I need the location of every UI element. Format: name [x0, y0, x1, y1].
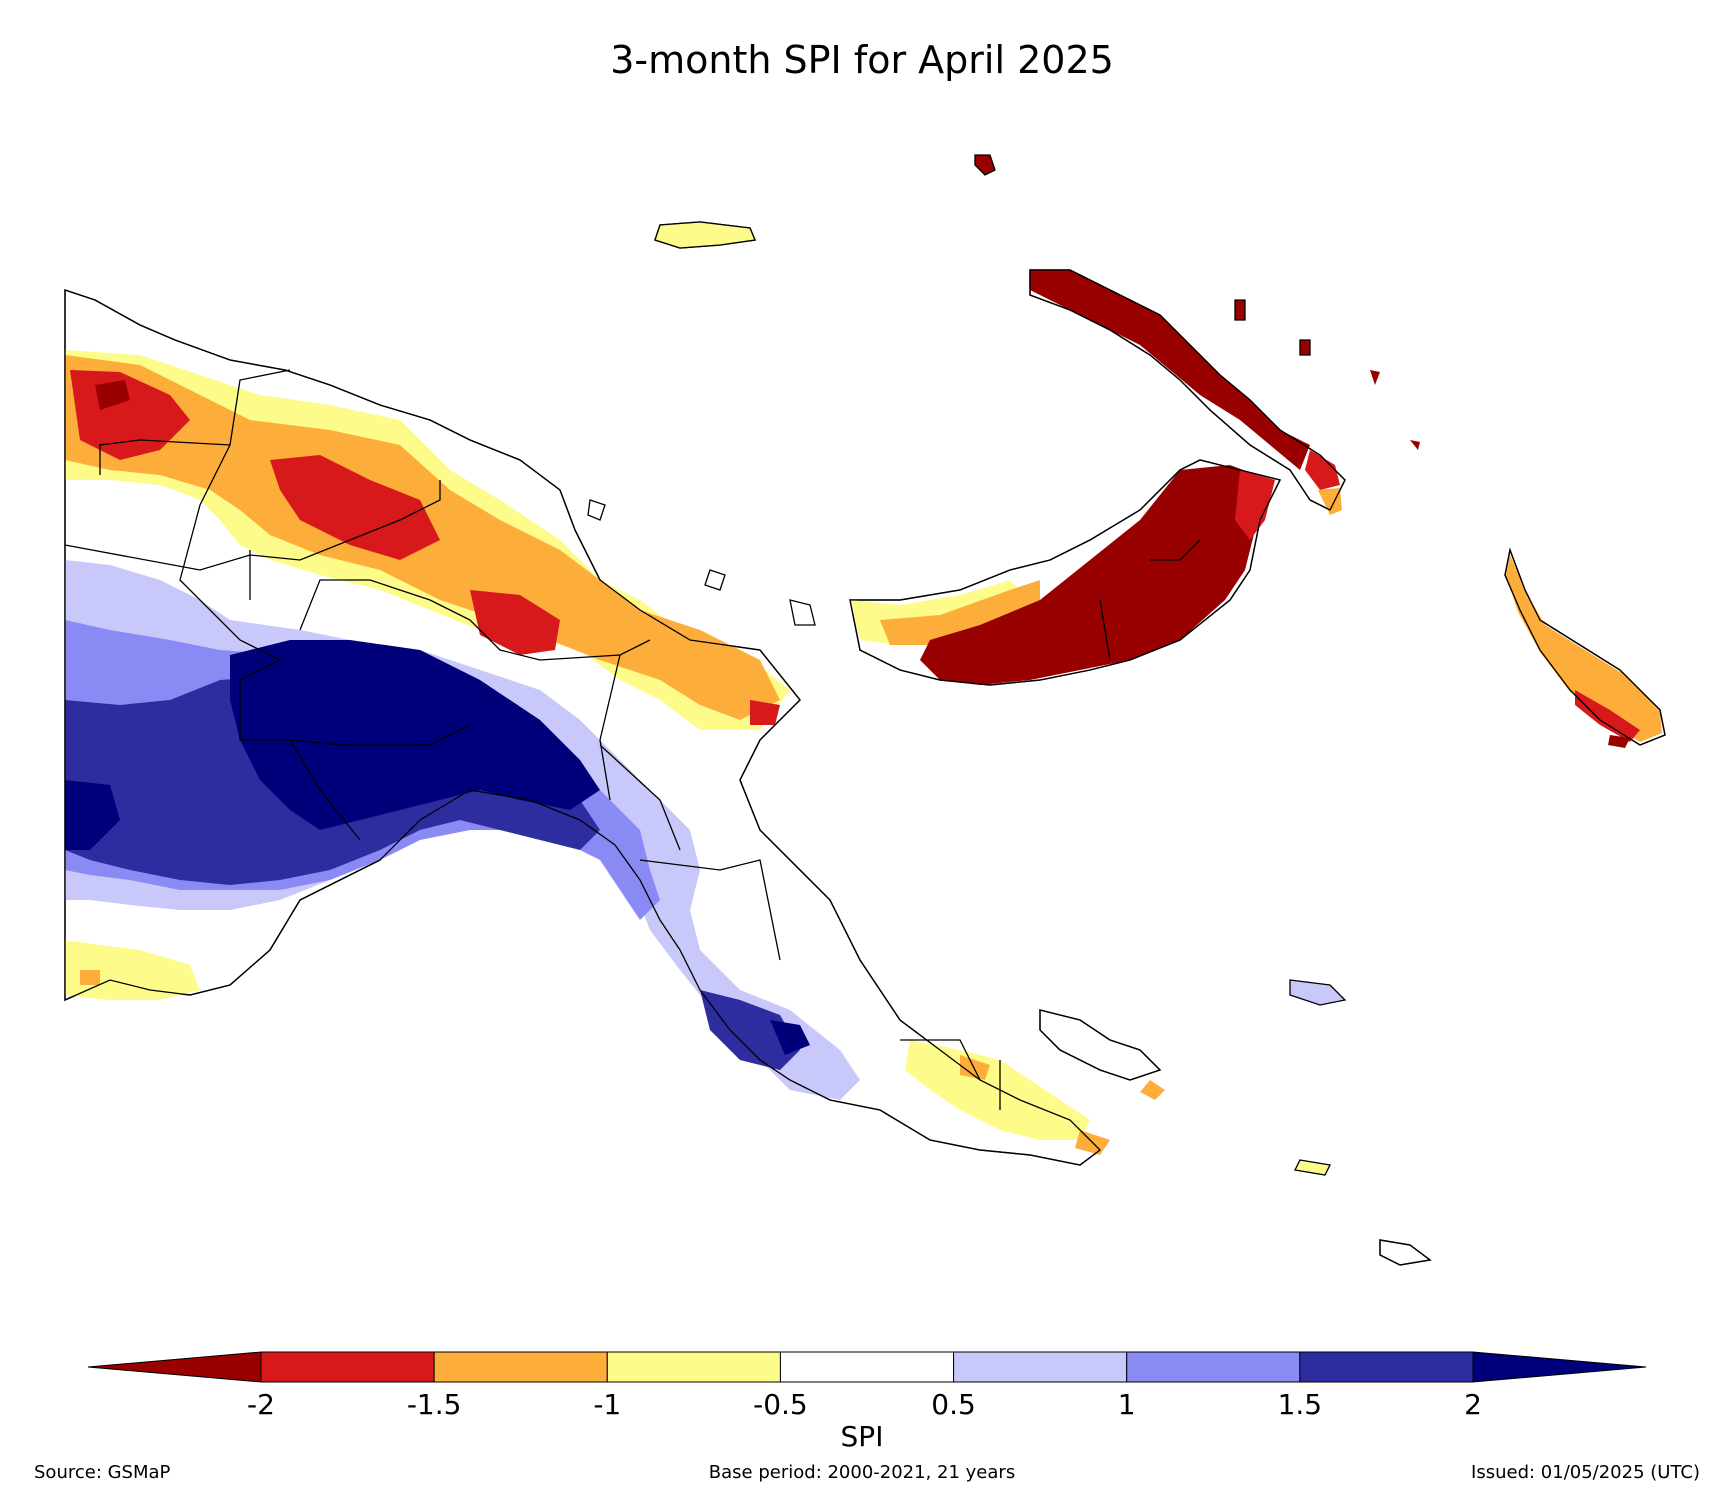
colorbar-bin [1126, 1351, 1301, 1383]
province-boundaries [64, 369, 1001, 1110]
spi-region-orange-bv [1506, 555, 1662, 742]
spi-region-yellow-s [65, 940, 1330, 1175]
bougainville-outline [1504, 547, 1666, 746]
colorbar-tick-label: 0.5 [931, 1388, 976, 1421]
spi-fill [65, 155, 1662, 1175]
spi-map [64, 154, 1666, 1266]
colorbar-tick-label: -1 [593, 1388, 622, 1421]
colorbar-bin [1299, 1351, 1474, 1383]
colorbar-tick-label: 1 [1117, 1388, 1136, 1421]
base-period-note: Base period: 2000-2021, 21 years [708, 1462, 1016, 1483]
colorbar-label: SPI [840, 1420, 884, 1453]
colorbar-tick-label: 2 [1464, 1388, 1482, 1421]
chart-title: 3-month SPI for April 2025 [610, 38, 1114, 82]
mainland-outline [64, 289, 1101, 1166]
colorbar-tick-label: -0.5 [753, 1388, 808, 1421]
spi-colorbar [87, 1351, 1647, 1383]
spi-region-red-nw [70, 370, 780, 725]
colorbar-tick-label: -1.5 [406, 1388, 462, 1421]
spi-region-darknavy-sw [65, 640, 600, 850]
spi-region-darknavy-se [770, 1020, 810, 1055]
small-islands-outline [587, 154, 1432, 1266]
colorbar-extend-low [87, 1351, 262, 1383]
spi-region-orange-ni [1318, 488, 1342, 515]
spi-region-red-bv [1575, 690, 1640, 742]
colorbar-tick-label: -2 [247, 1388, 275, 1421]
colorbar-tick-label: 1.5 [1277, 1388, 1323, 1421]
colorbar-extend-high [1472, 1351, 1647, 1383]
spi-region-darkred-ni [1030, 270, 1310, 470]
colorbar-bin [433, 1351, 608, 1383]
spi-region-yellow-manus [655, 222, 755, 248]
spi-region-darkred-bv [1608, 735, 1630, 748]
colorbar-bin [953, 1351, 1128, 1383]
spi-region-navy-se [700, 990, 800, 1070]
spi-region-darkred-nb [920, 465, 1270, 685]
spi-region-red-ni [1305, 450, 1340, 490]
source-note: Source: GSMaP [34, 1462, 171, 1483]
manus-outline [654, 221, 756, 249]
issued-note: Issued: 01/05/2025 (UTC) [1471, 1462, 1700, 1483]
colorbar-bin [606, 1351, 781, 1383]
new-ireland-outline [1029, 269, 1346, 511]
spi-region-red-nb [1235, 470, 1275, 540]
boundaries [64, 154, 1666, 1266]
colorbar-bin [260, 1351, 435, 1383]
colorbar-bin [779, 1351, 955, 1383]
new-britain-boundary [1099, 539, 1201, 661]
spi-region-darkred-nw [95, 380, 130, 410]
new-britain-outline [849, 459, 1281, 686]
